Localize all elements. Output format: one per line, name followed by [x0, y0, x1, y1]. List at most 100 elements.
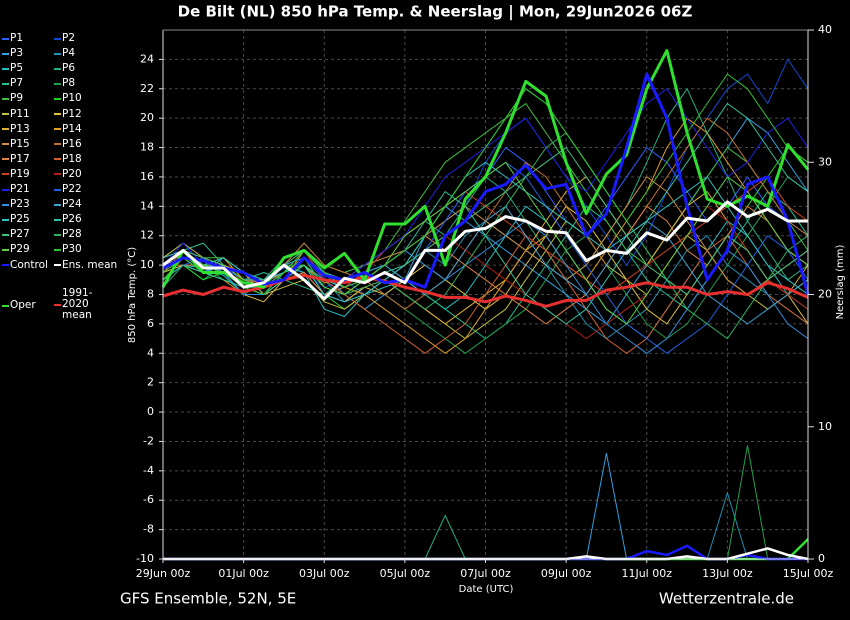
legend-label: P9: [10, 92, 24, 105]
x-tick-label: 15Jul 00z: [783, 567, 834, 580]
legend-label: P6: [62, 62, 76, 75]
legend-item: P4: [54, 48, 75, 60]
legend-item: P3: [2, 48, 23, 60]
legend-swatch: [2, 158, 9, 161]
legend-item: P26: [54, 214, 82, 226]
y-tick-label: 0: [147, 405, 154, 418]
legend-item: P2: [54, 33, 75, 45]
legend-label: Control: [10, 258, 48, 271]
temp-line: [162, 200, 808, 301]
x-axis-label: Date (UTC): [459, 584, 514, 595]
legend-label: P14: [62, 122, 82, 135]
legend-label: P18: [62, 152, 82, 165]
legend-item: 1991-2020 mean: [54, 288, 116, 321]
temp-line: [162, 73, 809, 295]
legend-item: P9: [2, 93, 23, 105]
legend-item: P29: [2, 244, 30, 256]
legend-swatch: [2, 233, 9, 236]
legend-label: P3: [10, 47, 24, 60]
legend-swatch: [54, 143, 61, 146]
legend-label: P25: [10, 213, 30, 226]
legend-swatch: [2, 143, 9, 146]
y2-tick-label: 40: [818, 23, 832, 36]
legend-item: Ens. mean: [54, 258, 118, 272]
legend-item: P7: [2, 78, 23, 90]
legend-label: P4: [62, 47, 76, 60]
legend-swatch: [2, 82, 9, 85]
legend-swatch: [2, 97, 9, 100]
legend-item: P13: [2, 123, 30, 136]
footer-site: Wetterzentrale.de: [659, 590, 794, 608]
legend-label: P12: [62, 107, 82, 120]
legend-swatch: [2, 128, 9, 131]
x-tick-label: 13Jul 00z: [702, 567, 753, 580]
axes: -10-8-6-4-202468101214161820222401020304…: [136, 23, 834, 580]
footer-source: GFS Ensemble, 52N, 5E: [120, 590, 296, 608]
legend-swatch: [54, 37, 61, 40]
x-tick-label: 05Jul 00z: [380, 567, 431, 580]
legend-label: P22: [62, 183, 82, 195]
legend-item: P19: [2, 167, 30, 181]
legend-label: P30: [62, 243, 82, 256]
legend-label: P7: [10, 77, 24, 90]
legend-swatch: [2, 52, 9, 55]
y2-tick-label: 10: [818, 420, 832, 433]
legend-swatch: [2, 67, 9, 70]
legend-item: P30: [54, 244, 82, 256]
legend-label: 1991-2020 mean: [62, 287, 93, 321]
legend-label: P8: [62, 77, 76, 90]
legend-swatch: [54, 264, 61, 266]
temp-line: [162, 273, 809, 308]
y-tick-label: -10: [136, 552, 154, 565]
x-tick-label: 09Jul 00z: [541, 567, 592, 580]
legend-swatch: [54, 173, 61, 176]
legend-swatch: [54, 52, 61, 55]
y-tick-label: 14: [140, 199, 154, 212]
legend-item: P15: [2, 138, 30, 151]
x-tick-label: 11Jul 00z: [621, 567, 672, 580]
legend-item: P27: [2, 229, 30, 241]
legend-item: P10: [54, 93, 82, 105]
y-tick-label: 2: [147, 376, 154, 389]
legend-label: P16: [62, 137, 82, 150]
legend-label: P21: [10, 183, 30, 195]
y2-tick-label: 0: [818, 552, 825, 565]
legend-swatch: [54, 158, 61, 161]
temp-line: [162, 72, 810, 295]
legend-label: Ens. mean: [62, 258, 118, 271]
legend-label: P5: [10, 62, 24, 75]
legend-swatch: [2, 203, 9, 206]
legend-label: P20: [62, 167, 82, 180]
y2-axis-label: Neerslag (mm): [835, 244, 846, 319]
y-tick-label: 18: [140, 141, 154, 154]
legend-label: P28: [62, 228, 82, 241]
legend-label: P27: [10, 228, 30, 241]
legend-swatch: [54, 128, 61, 131]
legend-item: P23: [2, 199, 30, 211]
legend-swatch: [2, 188, 9, 191]
legend-item: P20: [54, 167, 82, 181]
legend-label: P17: [10, 152, 30, 165]
legend-label: P19: [10, 167, 30, 180]
legend-item: P16: [54, 137, 82, 151]
chart-title: De Bilt (NL) 850 hPa Temp. & Neerslag | …: [178, 3, 693, 22]
legend-label: P1: [10, 32, 24, 44]
legend-label: P10: [62, 92, 82, 105]
y-tick-label: -2: [143, 434, 154, 447]
legend-swatch: [54, 82, 61, 85]
y-tick-label: -8: [143, 523, 154, 536]
legend-label: P29: [10, 243, 30, 256]
x-tick-label: 29Jun 00z: [136, 567, 191, 580]
legend-item: P28: [54, 229, 82, 241]
legend-item: P25: [2, 214, 30, 226]
legend-item: P14: [54, 122, 82, 136]
legend-label: P11: [10, 107, 30, 120]
y-tick-label: 10: [140, 258, 154, 271]
y-tick-label: 4: [147, 346, 154, 359]
legend-item: P24: [54, 199, 82, 211]
legend-swatch: [54, 97, 61, 100]
legend-swatch: [2, 264, 9, 266]
x-tick-label: 01Jul 00z: [218, 567, 269, 580]
legend-label: P23: [10, 198, 30, 211]
y2-tick-label: 20: [818, 288, 832, 301]
